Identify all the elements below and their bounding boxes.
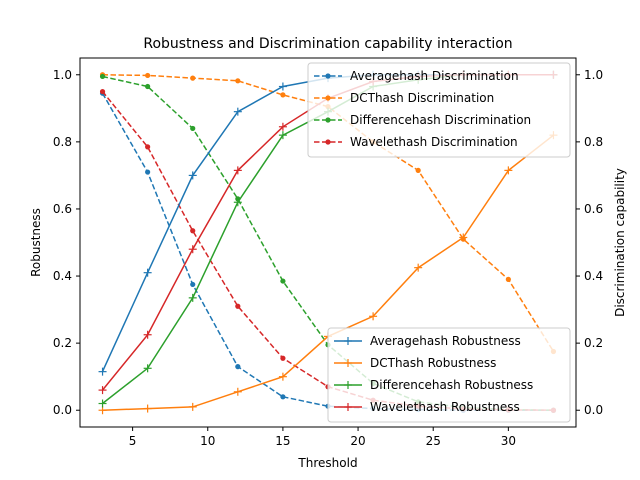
chart-title: Robustness and Discrimination capability… [143,36,512,52]
legend-item: Averagehash Robustness [334,334,521,348]
legend-item: Wavelethash Discrimination [314,135,518,149]
legend-label: Averagehash Discrimination [350,69,519,83]
data-point [505,276,511,282]
data-point [369,312,378,321]
legend-item: DCThash Robustness [334,356,496,370]
legend-marker [325,95,331,101]
legend-label: DCThash Discrimination [350,91,494,105]
data-point [280,355,286,361]
data-point [233,198,242,207]
y2-tick-label: 0.2 [584,336,603,350]
data-point [143,404,152,413]
data-point [233,387,242,396]
data-point [414,263,423,272]
y2-tick-label: 0.4 [584,269,603,283]
legend-item: Wavelethash Robustness [334,400,520,414]
data-point [188,245,197,254]
x-tick-label: 15 [275,434,290,448]
data-point [145,169,151,175]
legend-item: Differencehash Discrimination [314,113,531,127]
y-tick-label: 0.2 [53,336,72,350]
data-point [235,78,241,84]
data-point [190,228,196,234]
plot-frame [79,57,577,428]
data-point [233,107,242,116]
x-tick-label: 20 [350,434,365,448]
legend-box [327,327,571,423]
y-tick-label: 0.6 [53,202,72,216]
legend-marker [344,381,352,389]
data-point [99,88,106,95]
data-point [145,83,151,90]
data-point [280,92,286,98]
y-axis-left: 0.0 0.2 0.4 0.6 0.8 1.0 [53,68,80,417]
data-point [188,171,197,180]
data-point [145,144,151,150]
data-point [280,278,286,284]
data-point [278,372,287,381]
data-point [98,367,107,376]
data-point [143,268,152,277]
data-point [278,131,287,140]
x-tick-label: 5 [129,434,137,448]
y-tick-label: 1.0 [53,68,72,82]
data-point [98,406,107,415]
legend-marker [344,359,352,367]
data-point [143,364,152,373]
legend-label: Differencehash Discrimination [350,113,531,127]
legend-label: Averagehash Robustness [370,334,521,348]
y-axis-right: 0.0 0.2 0.4 0.6 0.8 1.0 [576,68,603,417]
data-point [415,167,421,173]
x-tick-label: 10 [200,434,215,448]
data-point [235,364,241,370]
y-tick-label: 0.4 [53,269,72,283]
legend-label: Wavelethash Discrimination [350,135,518,149]
data-point [188,293,197,302]
legend-marker [325,139,331,145]
x-axis-title: Threshold [297,456,357,470]
legend-label: Wavelethash Robustness [370,400,520,414]
data-point [98,399,107,408]
data-point [190,281,196,288]
data-point [459,233,468,242]
legend-item: DCThash Discrimination [314,91,494,105]
legend-discrimination: Averagehash Discrimination DCThash Discri… [307,62,571,158]
legend-label: DCThash Robustness [370,356,496,370]
legend-robustness: Averagehash Robustness DCThash Robustness… [327,327,571,423]
data-point [99,73,106,80]
data-point [143,330,152,339]
x-axis: 5 10 15 20 25 30 [129,427,516,448]
data-point [233,166,242,175]
data-point [190,75,196,81]
data-point [504,166,513,175]
data-point [188,402,197,411]
legend-item: Differencehash Robustness [334,378,533,392]
y2-tick-label: 0.6 [584,202,603,216]
legend-marker [344,403,352,411]
x-tick-label: 25 [426,434,441,448]
data-point [280,394,286,400]
y2-tick-label: 1.0 [584,68,603,82]
legend-marker [325,73,331,79]
data-point [145,72,151,79]
legend-marker [325,117,331,123]
data-point [98,386,107,395]
y-tick-label: 0.0 [53,403,72,417]
data-point [190,125,196,132]
data-point [278,122,287,131]
y2-tick-label: 0.0 [584,403,603,417]
data-point [278,82,287,91]
y-axis-right-title: Discrimination capability [613,168,627,317]
legend-box [307,62,571,158]
x-tick-label: 30 [501,434,516,448]
data-point [235,303,241,309]
y-tick-label: 0.8 [53,135,72,149]
y2-tick-label: 0.8 [584,135,603,149]
legend-marker [344,337,352,345]
legend-item: Averagehash Discrimination [314,69,519,83]
y-axis-left-title: Robustness [29,208,43,277]
legend-label: Differencehash Robustness [370,378,533,392]
